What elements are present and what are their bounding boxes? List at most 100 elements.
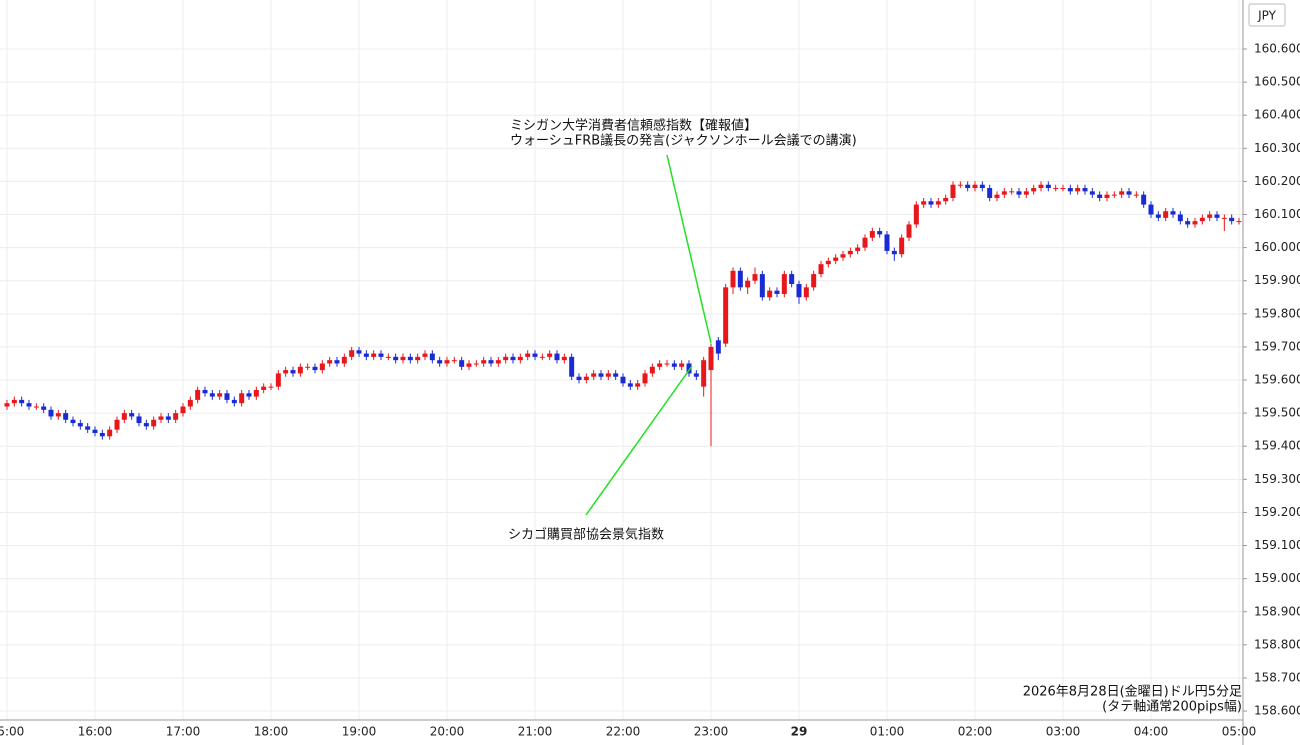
candle-body: [1207, 214, 1213, 218]
candle-body: [1060, 188, 1066, 190]
candle-body: [825, 260, 831, 265]
candle-body: [136, 416, 142, 424]
candle-body: [107, 429, 113, 437]
candle-body: [1097, 194, 1103, 198]
candle-body: [1119, 191, 1125, 195]
candle-body: [1177, 214, 1183, 222]
candle-body: [979, 184, 985, 189]
candle-body: [525, 353, 531, 357]
candle-body: [987, 188, 993, 198]
x-tick-label: 20:00: [430, 725, 465, 739]
candle-body: [312, 366, 318, 371]
y-tick-label: 158.800: [1254, 637, 1300, 651]
candle-body: [796, 284, 802, 298]
candle-body: [1236, 221, 1242, 223]
y-tick-label: 159.800: [1254, 306, 1300, 320]
candle-body: [869, 231, 875, 238]
candle-body: [510, 356, 516, 361]
y-tick-label: 158.600: [1254, 704, 1300, 718]
x-tick-label: 15:00: [0, 725, 24, 739]
y-tick-label: 160.300: [1254, 141, 1300, 155]
candle-body: [459, 360, 465, 367]
candle-body: [943, 197, 949, 202]
x-tick-label: 03:00: [1046, 725, 1081, 739]
candle-body: [114, 419, 120, 430]
candle-body: [261, 386, 267, 390]
candle-body: [481, 360, 487, 364]
candle-body: [1148, 204, 1154, 215]
candle-body: [415, 356, 421, 361]
candle-body: [209, 393, 215, 397]
candle-body: [1133, 194, 1139, 196]
candle-body: [583, 376, 589, 381]
candle-body: [173, 413, 179, 420]
candle-body: [855, 247, 861, 251]
x-tick-label: 04:00: [1134, 725, 1169, 739]
axis-labels: 158.600 158.700 158.800 158.900 159.000 159.1…: [0, 41, 1300, 738]
y-tick-label: 159.500: [1254, 406, 1300, 420]
currency-box: [1248, 3, 1286, 27]
annotation-line: [666, 154, 712, 344]
candle-body: [19, 399, 25, 404]
candle-body: [363, 353, 369, 357]
candle-body: [1155, 214, 1161, 218]
candle-body: [657, 363, 663, 367]
candle-body: [598, 373, 604, 377]
candle-body: [517, 356, 523, 361]
x-tick-label: 16:00: [78, 725, 113, 739]
grid: [0, 0, 1243, 720]
candle-body: [92, 429, 98, 433]
candle-body: [1141, 194, 1147, 205]
candle-body: [686, 363, 692, 374]
candle-body: [341, 356, 347, 364]
candle-body: [143, 423, 149, 427]
candle-body: [642, 373, 648, 384]
candle-body: [803, 287, 809, 298]
candle-body: [1009, 191, 1015, 193]
candle-body: [202, 389, 208, 394]
candle-body: [451, 360, 457, 362]
candle-body: [1045, 184, 1051, 189]
candle-body: [473, 363, 479, 365]
candle-body: [1075, 188, 1081, 192]
candle-body: [649, 366, 655, 374]
y-tick-label: 160.000: [1254, 240, 1300, 254]
candle-body: [627, 383, 633, 387]
candle-body: [356, 350, 362, 354]
candle-body: [327, 360, 333, 364]
y-tick-label: 160.400: [1254, 108, 1300, 122]
candle-body: [576, 376, 582, 381]
candle-body: [569, 356, 575, 377]
candle-body: [77, 423, 83, 427]
candle-body: [884, 234, 890, 251]
y-tick-label: 160.200: [1254, 174, 1300, 188]
candle-body: [63, 413, 69, 420]
candle-body: [620, 376, 626, 384]
candle-body: [99, 432, 105, 437]
candle-body: [664, 363, 670, 365]
annotation-line: [585, 365, 693, 516]
candle-body: [532, 353, 538, 357]
candle-body: [1170, 211, 1176, 215]
candle-body: [715, 340, 721, 354]
x-tick-label: 05:00: [1222, 725, 1257, 739]
candle-body: [129, 413, 135, 417]
candle-body: [935, 201, 941, 205]
candle-body: [1104, 194, 1110, 198]
y-tick-label: 159.000: [1254, 571, 1300, 585]
candle-body: [305, 366, 311, 368]
candle-body: [701, 360, 707, 387]
candle-body: [877, 231, 883, 235]
candle-body: [275, 373, 281, 387]
candle-body: [290, 370, 296, 374]
candle-body: [371, 353, 377, 357]
candle-body: [495, 360, 501, 364]
candle-body: [349, 350, 355, 357]
candle-body: [1163, 211, 1169, 218]
candle-body: [759, 274, 765, 298]
candle-body: [444, 360, 450, 364]
candle-body: [1023, 191, 1029, 195]
candle-body: [224, 393, 230, 400]
candle-body: [752, 274, 758, 281]
candle-body: [679, 363, 685, 367]
